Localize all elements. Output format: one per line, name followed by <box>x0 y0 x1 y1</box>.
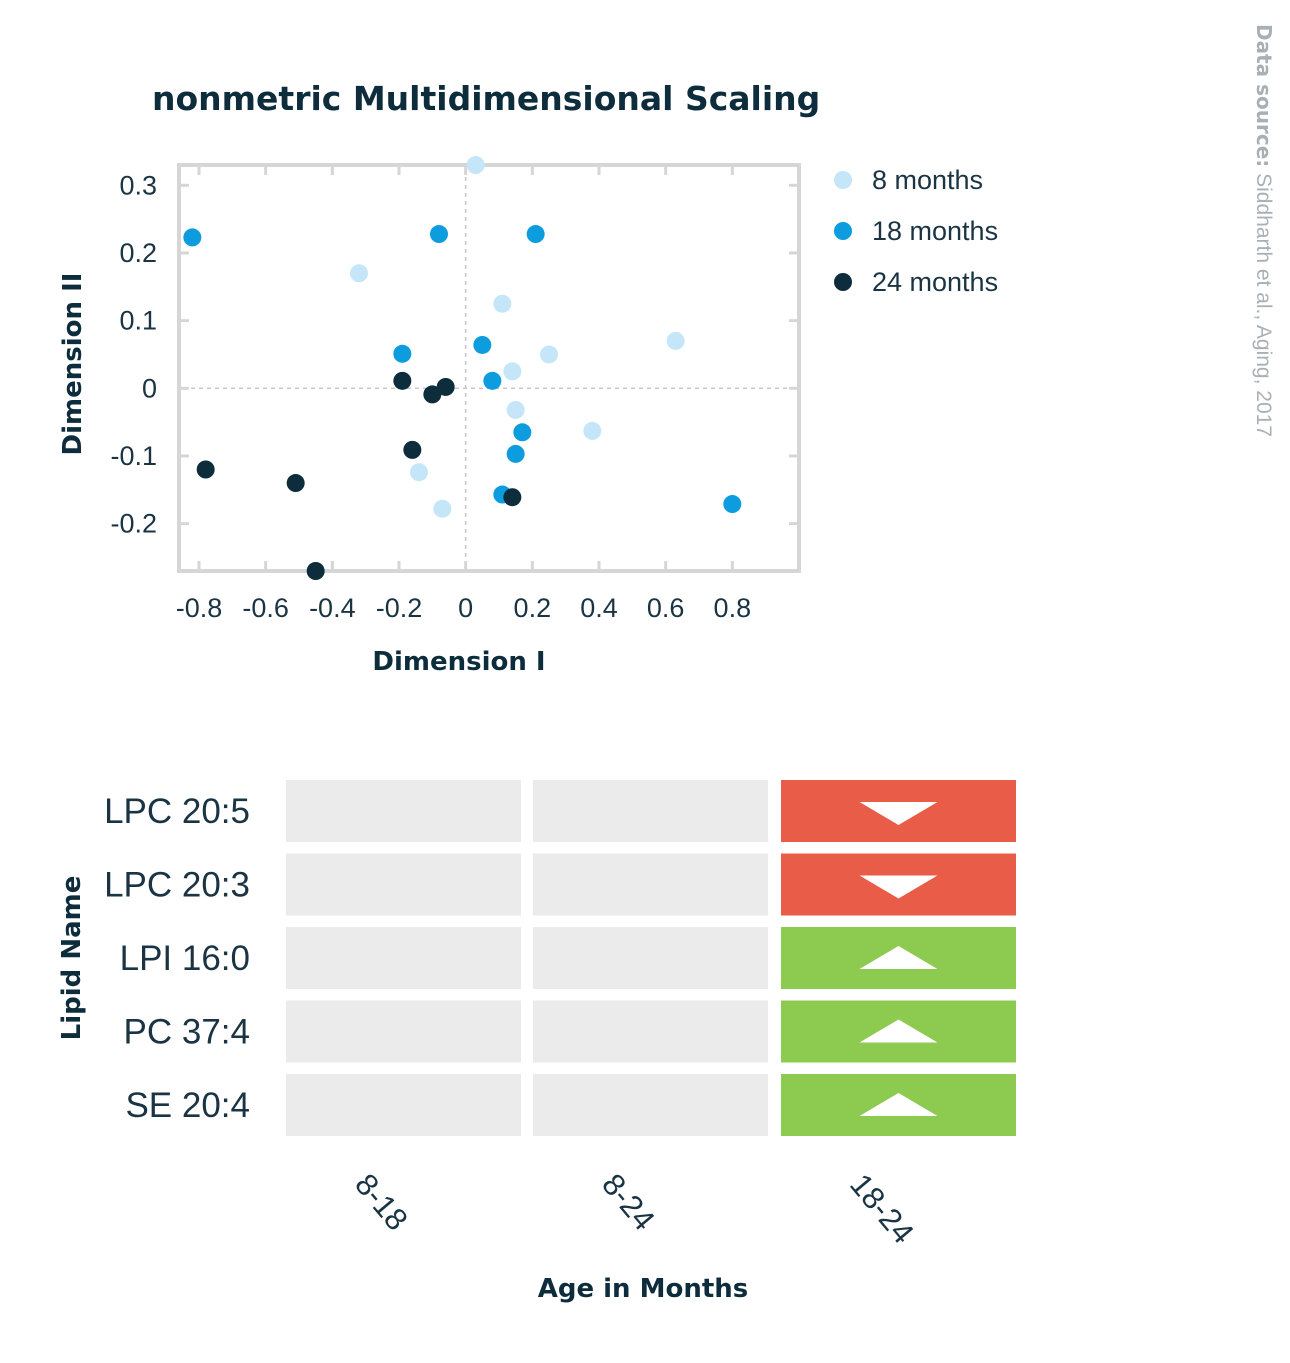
scatter-point <box>540 345 558 364</box>
y-tick-label: 0.1 <box>119 306 157 336</box>
scatter-point <box>473 335 492 354</box>
scatter-point <box>410 463 428 482</box>
legend: 8 months 18 months 24 months <box>834 165 998 297</box>
row-label: LPC 20:5 <box>104 792 250 831</box>
x-tick-label: 0.8 <box>714 593 752 623</box>
zero-lines <box>183 169 795 567</box>
table-cell-none <box>286 780 521 842</box>
table-cell-none <box>533 1000 768 1063</box>
scatter-point <box>350 264 368 283</box>
data-source-label: Data source: <box>1252 24 1276 167</box>
x-tick-label: -0.4 <box>309 593 356 623</box>
scatter-point <box>503 362 522 381</box>
scatter-point <box>433 499 452 518</box>
x-tick-label: -0.8 <box>176 593 223 623</box>
arrow-up-icon <box>859 1019 938 1043</box>
scatter-point <box>666 331 685 350</box>
scatter-point <box>436 377 455 396</box>
scatter-point <box>430 225 448 244</box>
row-label: SE 20:4 <box>125 1086 250 1125</box>
x-tick-label: 0.6 <box>647 593 685 623</box>
scatter-point <box>526 225 545 244</box>
y-tick-label: 0.3 <box>119 170 157 200</box>
column-label: 8-18 <box>348 1167 415 1237</box>
legend-label: 18 months <box>872 216 998 246</box>
row-label: LPC 20:3 <box>104 866 250 905</box>
y-tick-label: -0.2 <box>110 509 157 539</box>
table-cell-none <box>533 1074 768 1136</box>
scatter-point <box>483 371 502 390</box>
x-axis: -0.8 -0.6 -0.4 -0.2 0 0.2 0.4 0.6 0.8 <box>176 165 801 623</box>
arrow-down-icon <box>859 802 938 825</box>
y-tick-label: -0.1 <box>110 441 157 471</box>
table-cell-none <box>286 853 521 916</box>
legend-label: 24 months <box>872 267 998 297</box>
table-cell-none <box>286 927 521 989</box>
row-labels: LPC 20:5 LPC 20:3 LPI 16:0 PC 37:4 SE 20:4 <box>104 792 250 1125</box>
arrow-up-icon <box>859 946 938 969</box>
table-cell-none <box>533 853 768 916</box>
scatter-points <box>183 156 742 580</box>
row-label: PC 37:4 <box>124 1013 250 1052</box>
x-tick-label: -0.6 <box>242 593 289 623</box>
arrow-up-icon <box>859 1093 938 1116</box>
scatter-point <box>466 156 485 174</box>
scatter-plot-frame <box>177 163 801 573</box>
scatter-point <box>393 344 412 363</box>
y-axis-title: Dimension II <box>58 273 88 456</box>
legend-label: 8 months <box>872 165 983 195</box>
scatter-point <box>423 385 442 404</box>
table-cell-none <box>533 780 768 842</box>
table-cell-none <box>533 927 768 989</box>
scatter-point <box>196 460 215 479</box>
column-label: 8-24 <box>595 1167 662 1237</box>
table-cells <box>286 780 1016 1136</box>
scatter-title: nonmetric Multidimensional Scaling <box>152 79 820 118</box>
x-axis-title: Dimension I <box>372 647 545 677</box>
x-tick-label: 0.4 <box>580 593 618 623</box>
x-tick-label: -0.2 <box>376 593 423 623</box>
scatter-point <box>723 495 742 514</box>
lipid-table-chart: LPC 20:5 LPC 20:3 LPI 16:0 PC 37:4 SE 20:4 8… <box>57 780 1016 1304</box>
legend-swatch <box>834 222 852 240</box>
column-labels: 8-18 8-24 18-24 <box>348 1167 921 1250</box>
x-tick-label: 0 <box>458 593 473 623</box>
data-source-text: Siddharth et al., Aging, 2017 <box>1252 167 1275 437</box>
scatter-point <box>306 562 325 580</box>
scatter-point <box>503 488 522 507</box>
table-cell-none <box>286 1000 521 1063</box>
scatter-point <box>393 371 412 390</box>
y-tick-label: 0.2 <box>119 238 157 268</box>
scatter-point <box>403 440 422 459</box>
scatter-chart: nonmetric Multidimensional Scaling -0.8-… <box>58 79 998 677</box>
scatter-point <box>506 444 525 463</box>
arrow-down-icon <box>859 875 938 899</box>
x-tick-label: 0.2 <box>514 593 552 623</box>
scatter-point <box>183 228 202 247</box>
scatter-point <box>513 423 532 442</box>
legend-swatch <box>834 171 852 189</box>
column-label: 18-24 <box>843 1167 921 1250</box>
table-y-axis-title: Lipid Name <box>57 876 87 1041</box>
scatter-point <box>583 421 602 440</box>
scatter-point <box>286 474 305 493</box>
y-axis: 0.3 0.2 0.1 0 -0.1 -0.2 <box>110 170 799 539</box>
scatter-point <box>506 400 525 419</box>
legend-swatch <box>834 273 852 291</box>
scatter-point <box>493 294 512 313</box>
table-cell-none <box>286 1074 521 1136</box>
data-source-note: Data source: Siddharth et al., Aging, 20… <box>1252 24 1276 437</box>
table-x-axis-title: Age in Months <box>538 1274 749 1304</box>
row-label: LPI 16:0 <box>120 939 250 978</box>
y-tick-label: 0 <box>142 373 157 403</box>
